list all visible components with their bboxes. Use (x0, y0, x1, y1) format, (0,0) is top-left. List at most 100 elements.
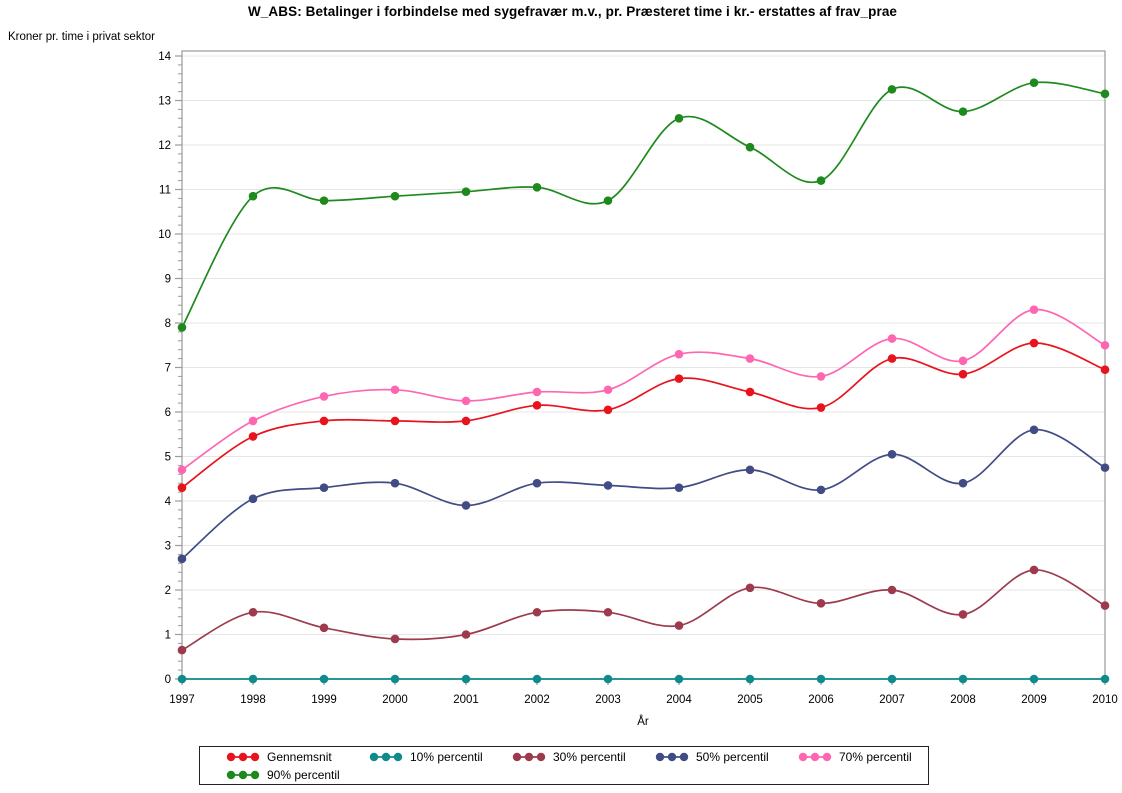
x-tick-label: 1998 (240, 694, 266, 706)
series-line (181, 428, 1106, 560)
data-point (319, 623, 329, 633)
data-point (248, 674, 258, 684)
data-point (461, 674, 471, 684)
x-tick-label: 2009 (1021, 694, 1047, 706)
y-tick-label: 10 (158, 229, 171, 241)
data-point (745, 674, 755, 684)
data-point (1100, 674, 1110, 684)
data-point (816, 674, 826, 684)
data-point (248, 416, 258, 426)
data-point (319, 483, 329, 492)
data-point (461, 630, 471, 639)
legend-marker-icon (226, 770, 260, 779)
data-point (532, 478, 542, 488)
x-tick-label: 2000 (382, 694, 408, 706)
data-point (1029, 674, 1039, 684)
legend-entry: 70% percentil (798, 750, 912, 764)
data-point (603, 405, 613, 415)
series-10-percentil (177, 674, 1110, 684)
data-point (887, 85, 897, 94)
chart-title: W_ABS: Betalinger i forbindelse med syge… (247, 4, 898, 19)
series-70-percentil (177, 305, 1110, 475)
y-tick-label: 1 (165, 630, 171, 642)
data-point (603, 196, 613, 205)
legend-row: 90% percentil (226, 766, 928, 784)
y-tick-label: 0 (165, 674, 171, 686)
data-point (816, 372, 826, 381)
legend-label: Gennemsnit (267, 749, 332, 764)
data-point (887, 674, 897, 684)
data-point (319, 416, 329, 426)
data-point (887, 334, 897, 343)
data-point (1100, 89, 1110, 99)
legend-entry: 30% percentil (512, 750, 655, 764)
data-point (603, 607, 613, 617)
data-point (674, 674, 684, 684)
y-tick-label: 6 (165, 407, 171, 419)
data-point (1029, 338, 1039, 348)
data-point (532, 182, 542, 192)
series-30-percentil (177, 565, 1110, 655)
x-tick-label: 2008 (950, 694, 976, 706)
data-point (1100, 601, 1110, 610)
data-point (1100, 463, 1110, 472)
y-axis-title: Kroner pr. time i privat sektor (8, 31, 155, 43)
series-line (181, 308, 1106, 471)
data-point (532, 607, 542, 617)
x-tick-label: 2002 (524, 694, 550, 706)
series-50-percentil (177, 425, 1110, 564)
series-90-percentil (177, 78, 1110, 332)
data-point (461, 501, 471, 510)
y-tick-label: 9 (165, 274, 171, 286)
data-point (674, 114, 684, 123)
data-point (958, 478, 968, 488)
data-point (461, 396, 471, 406)
legend-marker-icon (655, 752, 689, 761)
legend-row: Gennemsnit 10% percentil 30% percentil 50% … (226, 748, 928, 766)
data-point (319, 392, 329, 401)
x-tick-label: 2005 (737, 694, 763, 706)
series-line (181, 569, 1106, 651)
legend-label: 70% percentil (839, 749, 912, 764)
data-point (745, 387, 755, 397)
data-point (1100, 365, 1110, 375)
data-point (461, 187, 471, 197)
x-axis: 1997 1998 1999 2000 2001 2002 2003 2004 2005 2006… (169, 679, 1118, 706)
gridlines (182, 55, 1105, 635)
x-tick-label: 1999 (311, 694, 337, 706)
data-point (1100, 340, 1110, 350)
data-point (177, 323, 187, 332)
data-point (816, 599, 826, 608)
legend: Gennemsnit 10% percentil 30% percentil 50% … (199, 746, 929, 785)
data-point (532, 387, 542, 397)
data-point (532, 674, 542, 684)
data-point (745, 465, 755, 475)
data-point (674, 374, 684, 383)
data-point (177, 645, 187, 655)
data-point (390, 191, 400, 201)
x-axis-title: År (637, 716, 649, 728)
legend-label: 90% percentil (267, 767, 340, 782)
data-point (745, 354, 755, 363)
legend-marker-icon (369, 752, 403, 761)
data-point (603, 385, 613, 395)
data-point (1029, 425, 1039, 435)
legend-entry: 90% percentil (226, 768, 340, 782)
y-tick-label: 14 (158, 51, 171, 63)
data-point (319, 196, 329, 205)
data-point (390, 416, 400, 426)
data-point (958, 610, 968, 619)
x-tick-label: 1997 (169, 694, 195, 706)
data-point (390, 385, 400, 395)
legend-entry: 50% percentil (655, 750, 798, 764)
data-point (532, 401, 542, 410)
data-point (816, 176, 826, 185)
data-point (674, 621, 684, 630)
data-point (248, 432, 258, 441)
data-point (390, 634, 400, 644)
legend-entry: 10% percentil (369, 750, 512, 764)
legend-label: 10% percentil (410, 749, 483, 764)
x-tick-label: 2001 (453, 694, 479, 706)
data-point (248, 191, 258, 201)
